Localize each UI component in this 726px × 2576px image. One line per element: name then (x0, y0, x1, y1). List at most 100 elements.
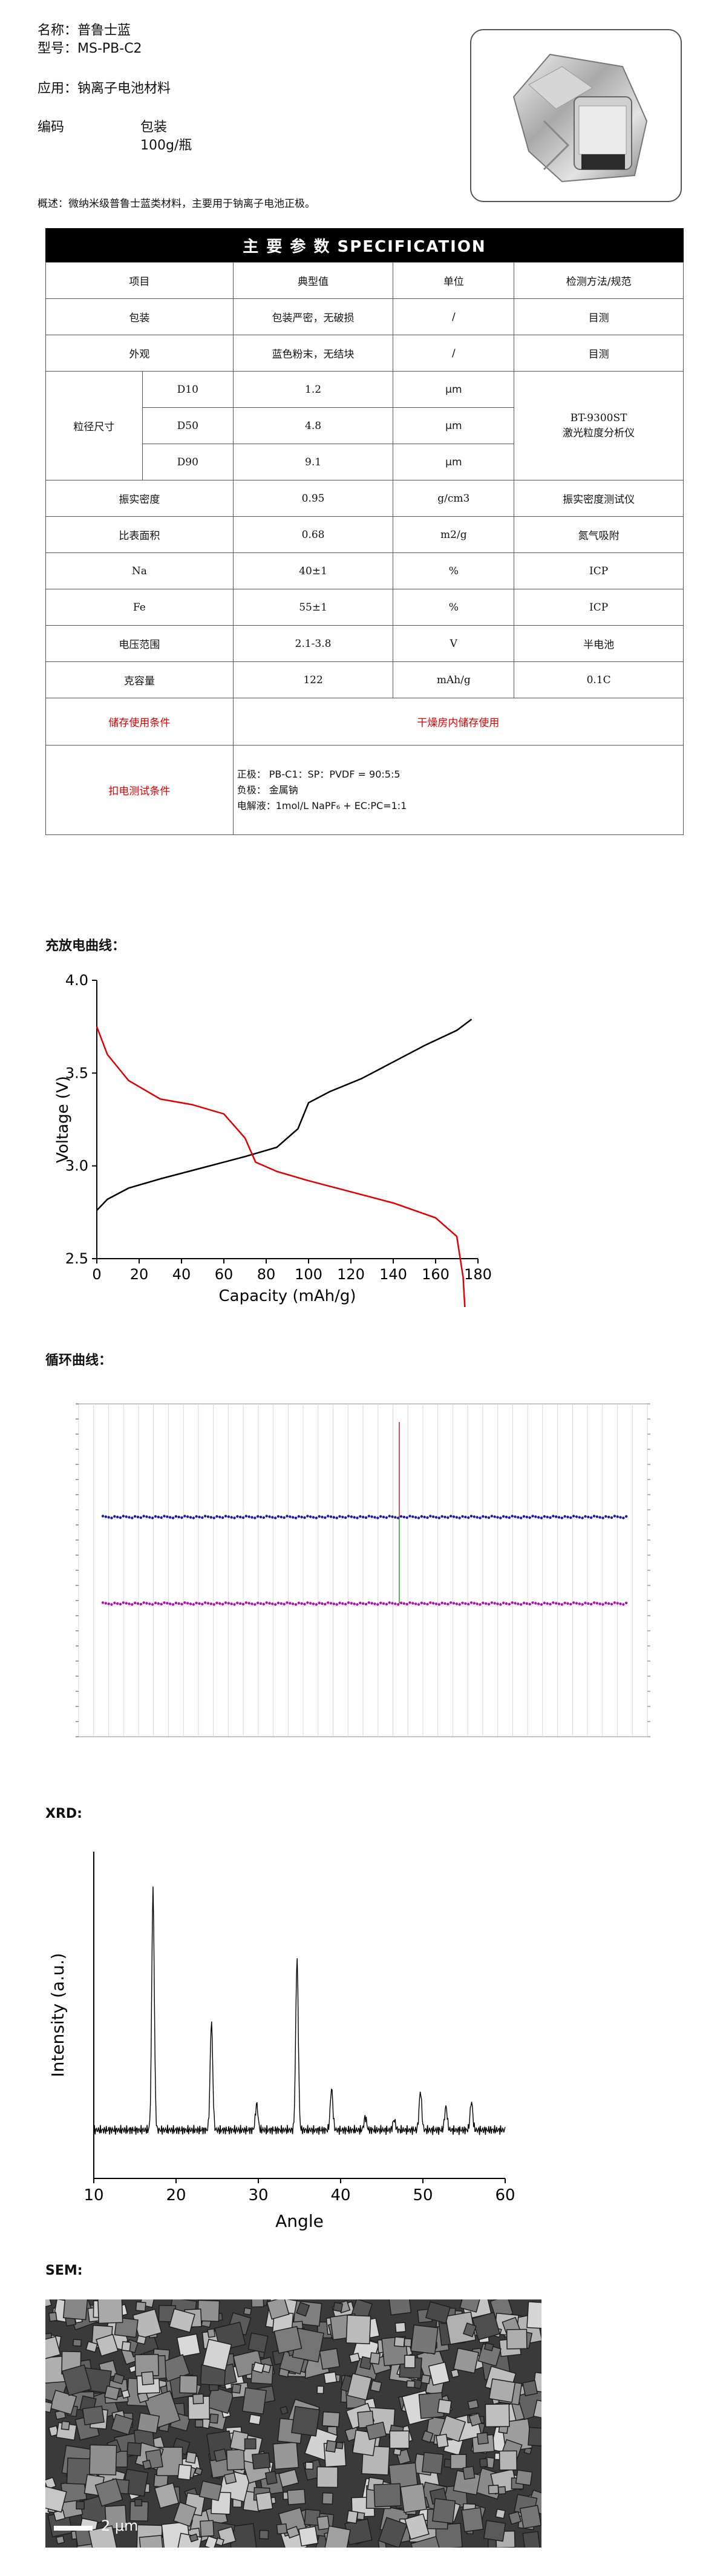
sem-crystal (137, 2412, 160, 2434)
data-point (218, 1602, 221, 1605)
data-point (604, 1601, 607, 1605)
data-point (482, 1601, 485, 1605)
data-point (367, 1601, 371, 1604)
data-point (543, 1601, 546, 1605)
data-point (326, 1515, 330, 1518)
data-point (212, 1603, 215, 1606)
sem-crystal (462, 2322, 477, 2338)
sem-crystal (121, 2389, 131, 2399)
cell: D10 (142, 371, 234, 408)
data-point (505, 1515, 508, 1519)
sem-crystal (437, 2399, 452, 2414)
data-point (139, 1516, 143, 1519)
xrd-pattern (93, 1886, 506, 2135)
sem-crystal (476, 2432, 489, 2445)
cell: 目测 (514, 335, 684, 372)
sem-crystal (247, 2332, 269, 2353)
data-point (291, 1516, 295, 1519)
sem-crystal (323, 2371, 338, 2384)
data-point (116, 1515, 119, 1519)
data-point (332, 1516, 336, 1519)
data-point (180, 1516, 183, 1519)
data-point (233, 1516, 236, 1519)
data-point (160, 1516, 163, 1519)
data-point (473, 1602, 476, 1605)
series-line (96, 1026, 466, 1307)
sem-crystal (136, 2335, 147, 2345)
sem-crystal (526, 2301, 541, 2330)
data-point (592, 1601, 596, 1604)
sem-crystal (400, 2483, 427, 2513)
package-value: 100g/瓶 (140, 138, 192, 153)
sem-crystal (388, 2299, 412, 2316)
data-point (131, 1516, 134, 1519)
data-point (563, 1515, 566, 1518)
sem-crystal (82, 2405, 105, 2426)
sem-crystal (250, 2299, 264, 2308)
data-point (437, 1603, 441, 1606)
data-point (364, 1602, 368, 1606)
data-point (303, 1602, 306, 1606)
data-point (560, 1516, 564, 1519)
cell: 半电池 (514, 625, 684, 662)
data-point (180, 1602, 183, 1606)
sem-crystal (324, 2525, 351, 2548)
data-point (338, 1601, 341, 1605)
data-point (350, 1602, 353, 1605)
data-point (446, 1516, 450, 1519)
data-point (335, 1516, 338, 1519)
data-point (201, 1516, 204, 1519)
particle-method: BT-9300ST 激光粒度分析仪 (514, 371, 684, 480)
cell: 0.68 (232, 516, 394, 553)
cell: D50 (142, 407, 234, 444)
data-point (361, 1515, 365, 1519)
data-point (622, 1603, 625, 1606)
sem-image: 2 μm (45, 2299, 541, 2548)
data-point (624, 1601, 628, 1605)
sem-crystal (508, 2511, 522, 2525)
cell: μm (393, 444, 515, 480)
cell: ICP (514, 589, 684, 626)
sem-crystal (192, 2393, 204, 2405)
x-tick-label: 30 (248, 2186, 268, 2204)
cell: Na (45, 552, 234, 589)
data-point (203, 1515, 207, 1518)
sem-crystal (450, 2454, 467, 2469)
sem-crystal (325, 2440, 337, 2453)
data-point (101, 1601, 105, 1604)
data-point (514, 1515, 517, 1518)
test-label: 扣电测试条件 (45, 745, 234, 835)
data-point (443, 1602, 446, 1605)
data-point (426, 1516, 429, 1519)
data-point (116, 1602, 119, 1605)
sem-crystal (369, 2352, 381, 2365)
cell: 40±1 (232, 552, 394, 589)
data-point (540, 1603, 543, 1606)
data-point (163, 1601, 166, 1604)
data-point (592, 1515, 596, 1518)
data-point (464, 1602, 467, 1605)
data-point (572, 1515, 575, 1518)
data-point (353, 1516, 356, 1519)
data-point (373, 1516, 376, 1519)
cell: V (393, 625, 515, 662)
y-axis-label: Intensity (a.u.) (48, 1953, 68, 2077)
data-point (394, 1602, 397, 1605)
sem-crystal (223, 2472, 237, 2485)
sem-crystal (436, 2433, 449, 2448)
data-point (554, 1602, 558, 1605)
sem-crystal (85, 2341, 98, 2353)
sem-crystal (202, 2338, 232, 2371)
data-point (136, 1602, 140, 1605)
data-point (227, 1602, 231, 1605)
data-point (145, 1515, 148, 1518)
data-point (195, 1515, 198, 1518)
data-point (233, 1603, 236, 1606)
data-point (312, 1516, 315, 1519)
data-point (104, 1515, 108, 1518)
sem-crystal (332, 2301, 344, 2312)
cell: 1.2 (232, 371, 394, 408)
cell: 蓝色粉末，无结块 (232, 335, 394, 372)
sem-crystal (142, 2459, 152, 2470)
data-point (499, 1516, 502, 1519)
